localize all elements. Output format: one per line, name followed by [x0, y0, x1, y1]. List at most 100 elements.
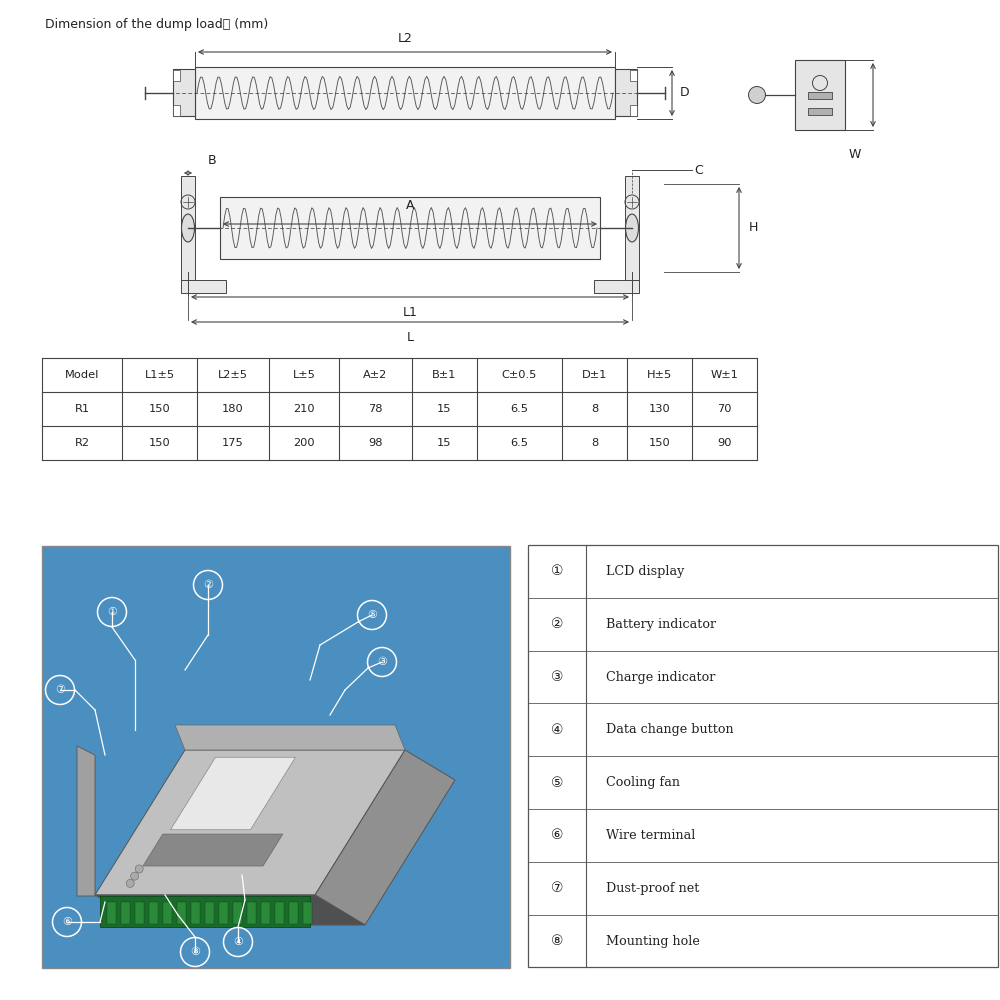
Text: L: L — [406, 331, 414, 344]
Bar — [275, 902, 284, 924]
Bar — [233, 902, 242, 924]
Bar — [630, 70, 637, 81]
Text: R2: R2 — [74, 438, 90, 448]
Ellipse shape — [181, 214, 194, 242]
Text: Mounting hole: Mounting hole — [606, 934, 700, 948]
Text: Wire terminal: Wire terminal — [606, 829, 695, 842]
Bar — [247, 902, 256, 924]
Text: ①: ① — [107, 607, 117, 617]
Text: ⑥: ⑥ — [62, 917, 72, 927]
Bar — [121, 902, 130, 924]
Text: 15: 15 — [437, 404, 452, 414]
Text: H±5: H±5 — [647, 370, 672, 380]
Text: ①: ① — [551, 564, 563, 578]
Text: L1: L1 — [403, 306, 417, 319]
Ellipse shape — [626, 214, 639, 242]
Text: ⑤: ⑤ — [367, 610, 377, 620]
Polygon shape — [315, 750, 455, 925]
Circle shape — [748, 86, 765, 104]
Bar — [173, 69, 195, 116]
Bar — [163, 902, 172, 924]
Bar — [42, 546, 510, 968]
Text: ⑤: ⑤ — [551, 776, 563, 790]
Bar — [261, 902, 270, 924]
Bar — [195, 67, 615, 119]
Text: 6.5: 6.5 — [510, 404, 528, 414]
Polygon shape — [95, 895, 365, 925]
Bar — [795, 60, 845, 130]
Text: 78: 78 — [368, 404, 383, 414]
Text: R1: R1 — [74, 404, 90, 414]
Bar — [808, 92, 832, 99]
Bar — [808, 108, 832, 115]
Bar — [219, 902, 228, 924]
Polygon shape — [170, 757, 295, 830]
Text: 200: 200 — [293, 438, 315, 448]
Text: Cooling fan: Cooling fan — [606, 776, 680, 789]
Text: L1±5: L1±5 — [144, 370, 175, 380]
Bar — [205, 902, 214, 924]
Text: 98: 98 — [368, 438, 383, 448]
Text: 8: 8 — [591, 438, 598, 448]
Circle shape — [126, 879, 134, 887]
Bar — [625, 176, 639, 280]
Bar — [173, 70, 180, 81]
Bar — [303, 902, 312, 924]
Text: Dimension of the dump load： (mm): Dimension of the dump load： (mm) — [45, 18, 268, 31]
Bar — [181, 176, 195, 280]
Text: 6.5: 6.5 — [510, 438, 528, 448]
Text: 130: 130 — [649, 404, 670, 414]
Text: Dust-proof net: Dust-proof net — [606, 882, 699, 895]
Bar — [173, 105, 180, 116]
Text: 210: 210 — [293, 404, 315, 414]
Bar — [149, 902, 158, 924]
Text: A: A — [406, 199, 414, 212]
Text: Model: Model — [65, 370, 99, 380]
Bar — [135, 902, 144, 924]
Text: L±5: L±5 — [293, 370, 315, 380]
Polygon shape — [100, 896, 310, 927]
Bar — [181, 280, 226, 293]
Polygon shape — [95, 750, 405, 895]
Text: ④: ④ — [551, 723, 563, 737]
Text: B: B — [208, 154, 217, 167]
Text: ⑥: ⑥ — [551, 828, 563, 842]
Bar — [107, 902, 116, 924]
Text: C: C — [694, 164, 703, 177]
Text: Charge indicator: Charge indicator — [606, 671, 715, 684]
Bar — [594, 280, 639, 293]
Text: ④: ④ — [233, 937, 243, 947]
Text: 180: 180 — [222, 404, 244, 414]
Text: Battery indicator: Battery indicator — [606, 618, 716, 631]
Text: 8: 8 — [591, 404, 598, 414]
Text: LCD display: LCD display — [606, 565, 684, 578]
Text: ⑧: ⑧ — [190, 947, 200, 957]
Bar — [220, 197, 600, 259]
Text: 70: 70 — [717, 404, 732, 414]
Text: ③: ③ — [377, 657, 387, 667]
Bar — [177, 902, 186, 924]
Text: H: H — [749, 221, 758, 234]
Text: W±1: W±1 — [711, 370, 738, 380]
Text: L2±5: L2±5 — [218, 370, 248, 380]
Text: ②: ② — [203, 580, 213, 590]
Text: C±0.5: C±0.5 — [502, 370, 537, 380]
Bar — [191, 902, 200, 924]
Polygon shape — [77, 746, 95, 896]
Text: ③: ③ — [551, 670, 563, 684]
Bar — [289, 902, 298, 924]
Circle shape — [135, 865, 143, 873]
Text: Data change button: Data change button — [606, 723, 734, 736]
Text: D±1: D±1 — [582, 370, 607, 380]
Text: 150: 150 — [649, 438, 670, 448]
Text: 175: 175 — [222, 438, 244, 448]
Bar — [528, 545, 998, 967]
Bar — [630, 105, 637, 116]
Text: 15: 15 — [437, 438, 452, 448]
Text: A±2: A±2 — [363, 370, 388, 380]
Text: L2: L2 — [398, 32, 412, 45]
Polygon shape — [175, 725, 405, 750]
Text: ②: ② — [551, 617, 563, 631]
Text: 90: 90 — [717, 438, 732, 448]
Text: D: D — [680, 87, 690, 100]
